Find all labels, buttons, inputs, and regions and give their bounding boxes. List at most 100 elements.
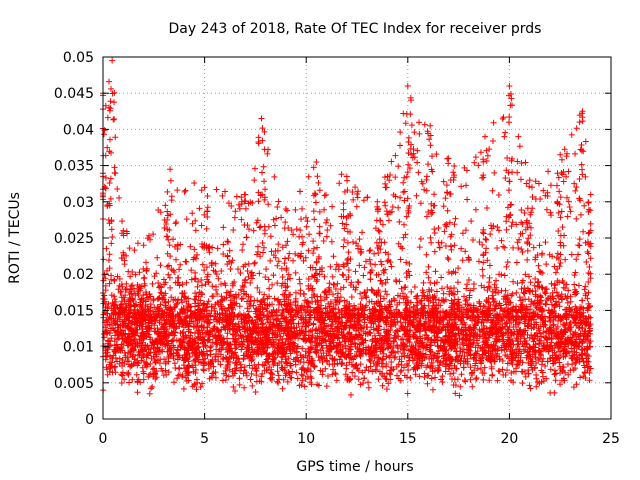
data-point	[290, 356, 297, 363]
data-point	[235, 201, 242, 208]
data-point	[445, 256, 452, 263]
data-point	[352, 184, 359, 191]
data-point	[398, 367, 405, 374]
data-point	[397, 194, 404, 201]
data-point	[230, 383, 237, 390]
data-point	[253, 372, 260, 379]
data-point	[571, 281, 578, 288]
data-point	[198, 282, 205, 289]
data-point	[183, 378, 190, 385]
data-point	[543, 375, 550, 382]
data-point	[403, 361, 410, 368]
data-point	[424, 380, 431, 387]
data-point	[336, 180, 343, 187]
data-point	[480, 376, 487, 383]
data-point	[357, 361, 364, 368]
data-point	[310, 238, 317, 245]
data-point	[540, 329, 547, 336]
data-point	[570, 384, 577, 391]
data-point	[149, 280, 156, 287]
data-point	[189, 210, 196, 217]
data-point	[246, 362, 253, 369]
data-point	[439, 373, 446, 380]
data-point	[140, 376, 147, 383]
data-point	[284, 238, 291, 245]
data-point	[298, 371, 305, 378]
data-point	[578, 141, 585, 148]
data-point	[334, 280, 341, 287]
data-point	[428, 375, 435, 382]
data-point	[169, 337, 176, 344]
data-point	[140, 275, 147, 282]
data-point	[268, 370, 275, 377]
data-point	[214, 290, 221, 297]
data-point	[518, 206, 525, 213]
data-point	[396, 142, 403, 149]
data-point	[539, 269, 546, 276]
data-point	[174, 375, 181, 382]
data-point	[581, 370, 588, 377]
data-point	[323, 383, 330, 390]
data-point	[504, 259, 511, 266]
data-point	[522, 373, 529, 380]
data-point	[585, 289, 592, 296]
data-point	[576, 242, 583, 249]
data-point	[308, 375, 315, 382]
data-point	[400, 110, 407, 117]
data-point	[428, 239, 435, 246]
data-point	[259, 249, 266, 256]
data-point	[252, 389, 259, 396]
data-point	[508, 329, 515, 336]
data-point	[394, 342, 401, 349]
data-point	[371, 332, 378, 339]
data-point	[481, 364, 488, 371]
data-point	[200, 367, 207, 374]
data-point	[464, 196, 471, 203]
data-point	[251, 259, 258, 266]
data-point	[452, 390, 459, 397]
data-point	[564, 213, 571, 220]
data-point	[572, 187, 579, 194]
data-point	[543, 206, 550, 213]
data-point	[354, 278, 361, 285]
data-point	[173, 323, 180, 330]
data-point	[322, 219, 329, 226]
data-point	[533, 375, 540, 382]
data-point	[576, 175, 583, 182]
data-point	[348, 293, 355, 300]
data-point	[563, 281, 570, 288]
data-point	[167, 177, 174, 184]
data-point	[423, 269, 430, 276]
data-point	[267, 257, 274, 264]
data-point	[470, 281, 477, 288]
data-point	[218, 267, 225, 274]
data-point	[251, 177, 258, 184]
data-point	[488, 365, 495, 372]
data-point	[323, 233, 330, 240]
data-point	[237, 367, 244, 374]
data-point	[495, 367, 502, 374]
data-point	[547, 366, 554, 373]
data-point	[579, 297, 586, 304]
data-point	[391, 354, 398, 361]
data-point	[489, 137, 496, 144]
data-point	[383, 386, 390, 393]
data-point	[219, 377, 226, 384]
data-point	[274, 203, 281, 210]
data-point	[479, 272, 486, 279]
data-point	[416, 119, 423, 126]
data-point	[157, 289, 164, 296]
data-point	[545, 168, 552, 175]
data-point	[344, 256, 351, 263]
data-point	[553, 182, 560, 189]
data-points	[100, 57, 594, 399]
data-point	[536, 268, 543, 275]
data-point	[333, 377, 340, 384]
data-point	[357, 290, 364, 297]
data-point	[157, 262, 164, 269]
data-point	[327, 263, 334, 270]
data-point	[403, 259, 410, 266]
data-point	[194, 283, 201, 290]
data-point	[548, 280, 555, 287]
data-point	[165, 368, 172, 375]
